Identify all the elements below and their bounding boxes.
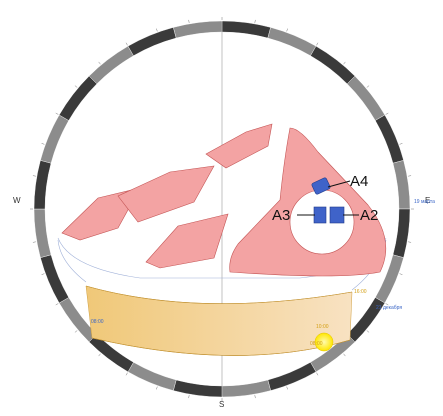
compass-tick (316, 372, 319, 376)
compass-tick (366, 330, 370, 333)
compass-tick (74, 85, 78, 88)
compass-tick (316, 42, 319, 46)
sun-path-upper-edge (85, 285, 353, 304)
compass-ring-segment (127, 362, 177, 391)
time-left: 08:00 (91, 319, 104, 325)
compass-tick (156, 386, 158, 390)
time-bottom-b: 08:00 (310, 341, 323, 347)
compass-tick (399, 273, 403, 275)
compass-tick (125, 372, 128, 376)
compass-tick (385, 112, 389, 115)
compass-ring-segment (392, 160, 411, 210)
compass-tick (125, 42, 128, 46)
compass-tick (55, 112, 59, 115)
compass-tick (385, 303, 389, 306)
compass-ring-segment (221, 20, 271, 39)
label-a4: A4 (350, 173, 368, 190)
compass-ring-segment (221, 379, 271, 398)
highlighted-blocks (311, 177, 345, 224)
block-a4-marker (311, 177, 331, 195)
compass-tick (98, 61, 101, 65)
compass-tick (366, 85, 370, 88)
compass-ring-segment (392, 208, 411, 258)
compass-tick (41, 273, 45, 275)
compass-ring-segment (88, 45, 134, 85)
compass-tick (55, 303, 59, 306)
sun-marker (314, 332, 334, 352)
compass-ring-segment (40, 254, 69, 304)
compass-ring-segment (127, 27, 177, 56)
label-a2: A2 (360, 207, 378, 224)
compass-tick (408, 175, 412, 177)
compass-tick (188, 395, 190, 399)
compass-ring-segment (267, 27, 317, 56)
compass-tick (286, 386, 288, 390)
compass-ring-segment (173, 20, 223, 39)
compass-ring-segment (33, 160, 52, 210)
date-bottom-right: 21 декабря (376, 305, 402, 311)
compass-ring (30, 17, 414, 401)
block-a2-marker (329, 206, 345, 224)
time-bottom-a: 10:00 (316, 324, 329, 330)
compass-tick (399, 143, 403, 145)
time-right: 16:00 (354, 289, 367, 295)
compass-tick (32, 175, 36, 177)
compass-tick (98, 353, 101, 357)
compass-ring-segment (58, 75, 98, 121)
compass-tick (156, 28, 158, 32)
compass-tick (286, 28, 288, 32)
building-complex-main (229, 127, 387, 277)
date-top-right: 19 марта (414, 199, 435, 205)
block-a3-marker (313, 206, 327, 224)
compass-tick (74, 330, 78, 333)
compass-west: W (13, 196, 21, 205)
compass-tick (254, 19, 256, 23)
building-group-west (61, 123, 273, 269)
building-block (205, 123, 273, 169)
compass-ring-segment (346, 75, 386, 121)
compass-south: S (219, 400, 224, 409)
horizon-arc-left (57, 239, 87, 283)
compass-tick (188, 19, 190, 23)
compass-tick (32, 241, 36, 243)
compass-ring-segment (267, 362, 317, 391)
compass-tick (254, 395, 256, 399)
compass-ring-segment (173, 379, 223, 398)
compass-ring-segment (375, 114, 404, 164)
building-block (117, 165, 215, 223)
label-a3: A3 (272, 207, 290, 224)
compass-ring-segment (40, 114, 69, 164)
leader-a4 (327, 180, 351, 188)
compass-tick (343, 353, 346, 357)
building-block (145, 213, 229, 269)
compass-tick (408, 241, 412, 243)
compass-tick (41, 143, 45, 145)
compass-ring-segment (310, 45, 356, 85)
leader-lines (297, 180, 359, 216)
compass-tick (343, 61, 346, 65)
compass-east: E (425, 196, 430, 205)
compass-ring-segment (33, 208, 52, 258)
courtyard-building (229, 127, 387, 277)
